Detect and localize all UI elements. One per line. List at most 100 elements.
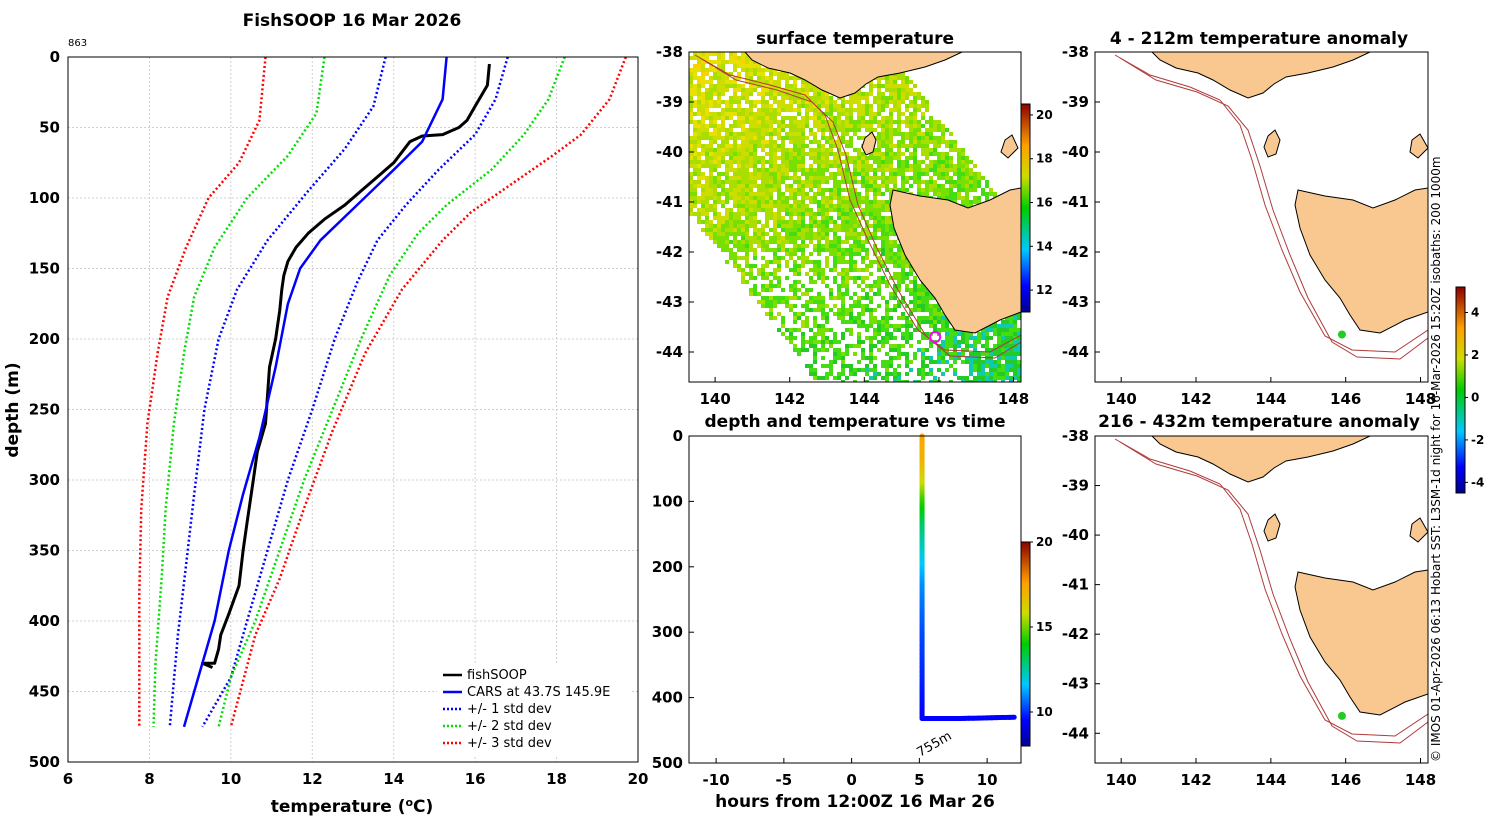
profile-x-label: temperature (oC) (271, 796, 434, 818)
anomaly-upper-y-tick-label: -38 (1062, 43, 1089, 61)
anomaly-lower-land-tasmania (1294, 569, 1428, 716)
anomaly-upper-x-tick-label: 140 (1106, 390, 1137, 408)
profile-line-std1hi (201, 56, 509, 728)
anomaly-upper-y-tick-label: -43 (1062, 293, 1089, 311)
sst-x-tick-label: 146 (923, 390, 954, 408)
legend: fishSOOP CARS at 43.7S 145.9E +/- 1 std … (437, 664, 632, 756)
anomaly-upper-x-tick-label: 148 (1405, 390, 1436, 408)
legend-box (437, 664, 632, 756)
sst-y-tick-label: -42 (656, 243, 683, 261)
sst-y-tick-label: -40 (656, 143, 683, 161)
anomaly-lower-land-mainland (1151, 436, 1371, 483)
anomaly-upper-point (1337, 330, 1346, 339)
anomaly-upper-y-tick-label: -44 (1062, 343, 1089, 361)
profile-line-fishsoop (200, 63, 491, 669)
profile-y-label: depth (m) (3, 362, 23, 457)
anomaly-lower-y-tick-label: -38 (1062, 427, 1089, 445)
anomaly-colorbar-tick-label: 4 (1471, 305, 1479, 319)
anomaly-upper-x-tick-label: 144 (1255, 390, 1286, 408)
sst-land-mainland (744, 52, 963, 99)
anomaly-upper-land-tasmania (1294, 187, 1428, 334)
profile-ticks: 6 8 10 12 14 16 18 2005010015020025030035040045… (29, 48, 649, 788)
time-x-tick-label: 10 (977, 771, 998, 789)
profile-x-tick-label: 16 (465, 770, 486, 788)
sst-x-tick-label: 142 (774, 390, 805, 408)
sst-x-tick-label: 148 (998, 390, 1029, 408)
anomaly-upper-y-tick-label: -40 (1062, 143, 1089, 161)
time-colorbar: 10 15 20 (1020, 535, 1053, 747)
anomaly-upper-y-tick-label: -42 (1062, 243, 1089, 261)
profile-y-tick-label: 350 (29, 542, 60, 560)
profile-y-tick-label: 250 (29, 401, 60, 419)
time-x-tick-label: -10 (703, 771, 730, 789)
profile-y-tick-label: 450 (29, 683, 60, 701)
sst-y-tick-label: -39 (656, 93, 683, 111)
anomaly-upper-isobath-1000 (1119, 57, 1428, 360)
time-y-tick-label: 500 (652, 754, 683, 772)
anomaly-lower-ticks: 140 142 144 146 148 -38 -39 -40 -41 -42 -43 -44 (1062, 427, 1436, 789)
anomaly-lower-x-tick-label: 148 (1405, 771, 1436, 789)
time-y-tick-label: 300 (652, 623, 683, 641)
time-colorbar-tick-label: 10 (1036, 705, 1053, 719)
profile-line-std3lo (138, 56, 267, 727)
profile-x-tick-label: 14 (383, 770, 404, 788)
sst-colorbar-tick-label: 16 (1036, 196, 1053, 210)
time-y-tick-label: 0 (673, 427, 683, 445)
legend-label-std3: +/- 3 std dev (467, 736, 552, 751)
time-panel-x-label: hours from 12:00Z 16 Mar 26 (715, 792, 995, 812)
sst-isobath-200 (694, 54, 1021, 353)
time-track (919, 433, 1017, 722)
time-x-tick-label: 0 (846, 771, 856, 789)
time-x-tick-label: 5 (914, 771, 924, 789)
anomaly-lower-y-tick-label: -42 (1062, 625, 1089, 643)
time-x-tick-label: -5 (776, 771, 793, 789)
side-credit-note: © IMOS 01-Apr-2026 06:13 Hobart SST: L3S… (1429, 156, 1443, 762)
sst-land-flinders-island (1000, 134, 1019, 159)
anomaly-lower-point (1337, 711, 1346, 720)
anomaly-lower-land-king-island (1263, 513, 1281, 542)
anomaly-colorbar-tick-label: 2 (1471, 348, 1479, 362)
profile-y-tick-label: 300 (29, 471, 60, 489)
anomaly-upper-y-tick-label: -41 (1062, 193, 1089, 211)
profile-axes-frame (67, 56, 639, 763)
sst-x-tick-label: 144 (849, 390, 880, 408)
anomaly-lower-x-tick-label: 144 (1255, 771, 1286, 789)
sst-y-tick-label: -44 (656, 343, 683, 361)
anomaly-colorbar-tick-label: 0 (1471, 390, 1479, 404)
anomaly-colorbar-tick-label: -2 (1471, 433, 1484, 447)
anomaly-upper-land-king-island (1263, 129, 1281, 158)
profile-series (138, 56, 627, 728)
profile-y-tick-label: 400 (29, 612, 60, 630)
anomaly-lower-x-tick-label: 146 (1330, 771, 1361, 789)
sst-land-king-island (861, 131, 877, 156)
sst-colorbar-tick-label: 18 (1036, 152, 1053, 166)
sst-colorbar-tick-label: 12 (1036, 283, 1053, 297)
anomaly-lower-land-flinders-island (1409, 517, 1428, 543)
anomaly-lower-x-tick-label: 140 (1106, 771, 1137, 789)
anomaly-upper-x-tick-label: 142 (1180, 390, 1211, 408)
profile-y-tick-label: 150 (29, 260, 60, 278)
profile-line-std3hi (229, 56, 627, 728)
profile-id: 863 (68, 38, 87, 49)
profile-x-tick-label: 6 (63, 770, 73, 788)
anomaly-upper-frame (1094, 51, 1429, 383)
legend-label-std1: +/- 1 std dev (467, 702, 552, 717)
legend-label-std2: +/- 2 std dev (467, 719, 552, 734)
sst-y-tick-label: -38 (656, 43, 683, 61)
profile-y-tick-label: 100 (29, 189, 60, 207)
anomaly-map-lower: 216 - 432m temperature anomaly 140 142 144… (1062, 412, 1436, 789)
anomaly-upper-title: 4 - 212m temperature anomaly (1110, 29, 1408, 49)
sst-map-ticks: 140 142 144 146 148 -38 -39 -40 -41 -42 -43 -44 (656, 43, 1029, 408)
sst-colorbar-tick-label: 20 (1036, 108, 1053, 122)
anomaly-upper-ticks: 140 142 144 146 148 -38 -39 -40 -41 -42 -43 -44 (1062, 43, 1436, 408)
profile-y-tick-label: 50 (39, 119, 60, 137)
sst-x-tick-label: 140 (699, 390, 730, 408)
profile-line-std1lo (168, 56, 387, 727)
sst-y-tick-label: -43 (656, 293, 683, 311)
sst-map-panel: surface temperature 140 142 144 146 148 -38 -3… (656, 29, 1053, 408)
sst-map-title: surface temperature (756, 29, 954, 49)
anomaly-lower-y-tick-label: -43 (1062, 675, 1089, 693)
time-panel: depth and temperature vs time -10 -5 0 5 10 0… (652, 412, 1053, 812)
time-panel-title: depth and temperature vs time (705, 412, 1006, 432)
